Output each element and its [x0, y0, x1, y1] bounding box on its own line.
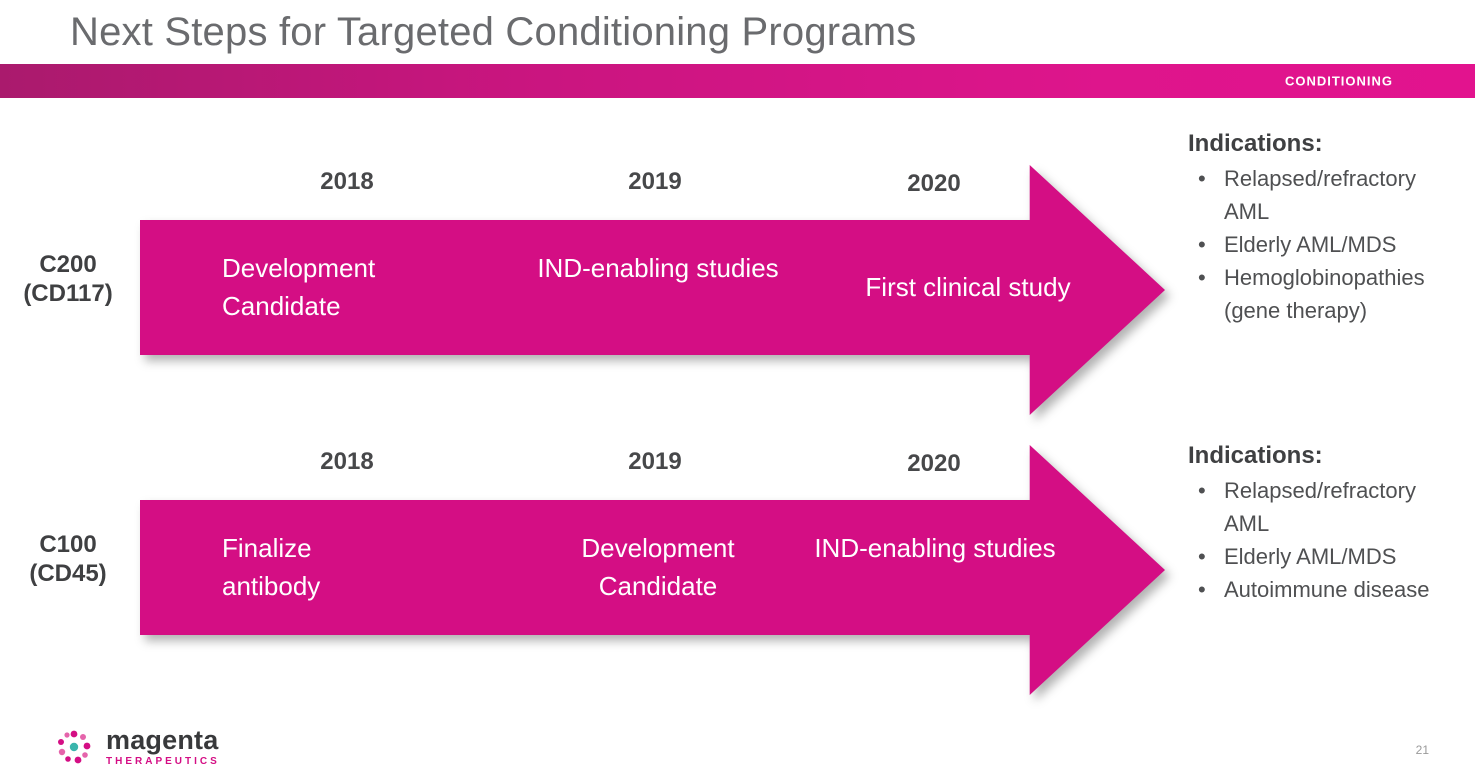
program-target: (CD117)	[23, 280, 113, 307]
timeline-arrow-c200: Development Candidate IND-enabling studi…	[140, 165, 1165, 415]
year-label: 2018	[320, 448, 374, 475]
section-banner-label: CONDITIONING	[1284, 73, 1393, 89]
year-label: 2019	[628, 448, 682, 475]
program-name: C100	[39, 531, 97, 558]
list-item: • Hemoglobinopathies (gene therapy)	[1188, 261, 1456, 327]
bullet-icon: •	[1198, 577, 1206, 602]
indications-title: Indications:	[1188, 130, 1323, 157]
logo-name: magenta	[106, 725, 219, 755]
indications-title: Indications:	[1188, 442, 1323, 469]
bullet-icon: •	[1198, 265, 1206, 290]
list-item: • Autoimmune disease	[1188, 573, 1456, 606]
milestone: IND-enabling studies	[814, 533, 1056, 563]
list-item: • Relapsed/refractory AML	[1188, 162, 1456, 228]
program-name: C200	[39, 251, 97, 278]
logo-text: magenta THERAPEUTICS	[106, 725, 220, 768]
indications-list: • Relapsed/refractory AML • Elderly AML/MD…	[1188, 162, 1473, 327]
milestone: First clinical study	[865, 272, 1071, 302]
milestone: IND-enabling studies	[537, 253, 779, 283]
program-label-c100: C100 (CD45)	[8, 530, 128, 588]
list-item: • Relapsed/refractory AML	[1188, 474, 1456, 540]
milestone: Development Candidate	[581, 533, 735, 601]
bullet-icon: •	[1198, 544, 1206, 569]
indications-c100: Indications: • Relapsed/refractory AML • E…	[1188, 442, 1473, 606]
bullet-icon: •	[1198, 166, 1206, 191]
program-label-c200: C200 (CD117)	[8, 250, 128, 308]
indications-list: • Relapsed/refractory AML • Elderly AML/MD…	[1188, 474, 1473, 606]
page-number: 21	[1415, 743, 1429, 757]
program-target: (CD45)	[29, 560, 107, 587]
bullet-icon: •	[1198, 232, 1206, 257]
bullet-icon: •	[1198, 478, 1206, 503]
indications-c200: Indications: • Relapsed/refractory AML • E…	[1188, 130, 1473, 327]
list-item: • Elderly AML/MDS	[1188, 540, 1456, 573]
magenta-logo-icon	[58, 730, 91, 764]
list-item: • Elderly AML/MDS	[1188, 228, 1456, 261]
milestone: Finalize antibody	[222, 533, 321, 601]
page-title: Next Steps for Targeted Conditioning Pro…	[70, 10, 917, 54]
year-label: 2019	[628, 168, 682, 195]
logo-subtitle: THERAPEUTICS	[106, 756, 220, 767]
year-label: 2020	[907, 450, 961, 477]
year-label: 2018	[320, 168, 374, 195]
year-label: 2020	[907, 170, 961, 197]
section-banner: CONDITIONING	[0, 64, 1475, 98]
company-logo: magenta THERAPEUTICS	[52, 725, 220, 769]
timeline-arrow-c100: Finalize antibody Development Candidate …	[140, 445, 1165, 695]
milestone: Development Candidate	[222, 253, 376, 321]
